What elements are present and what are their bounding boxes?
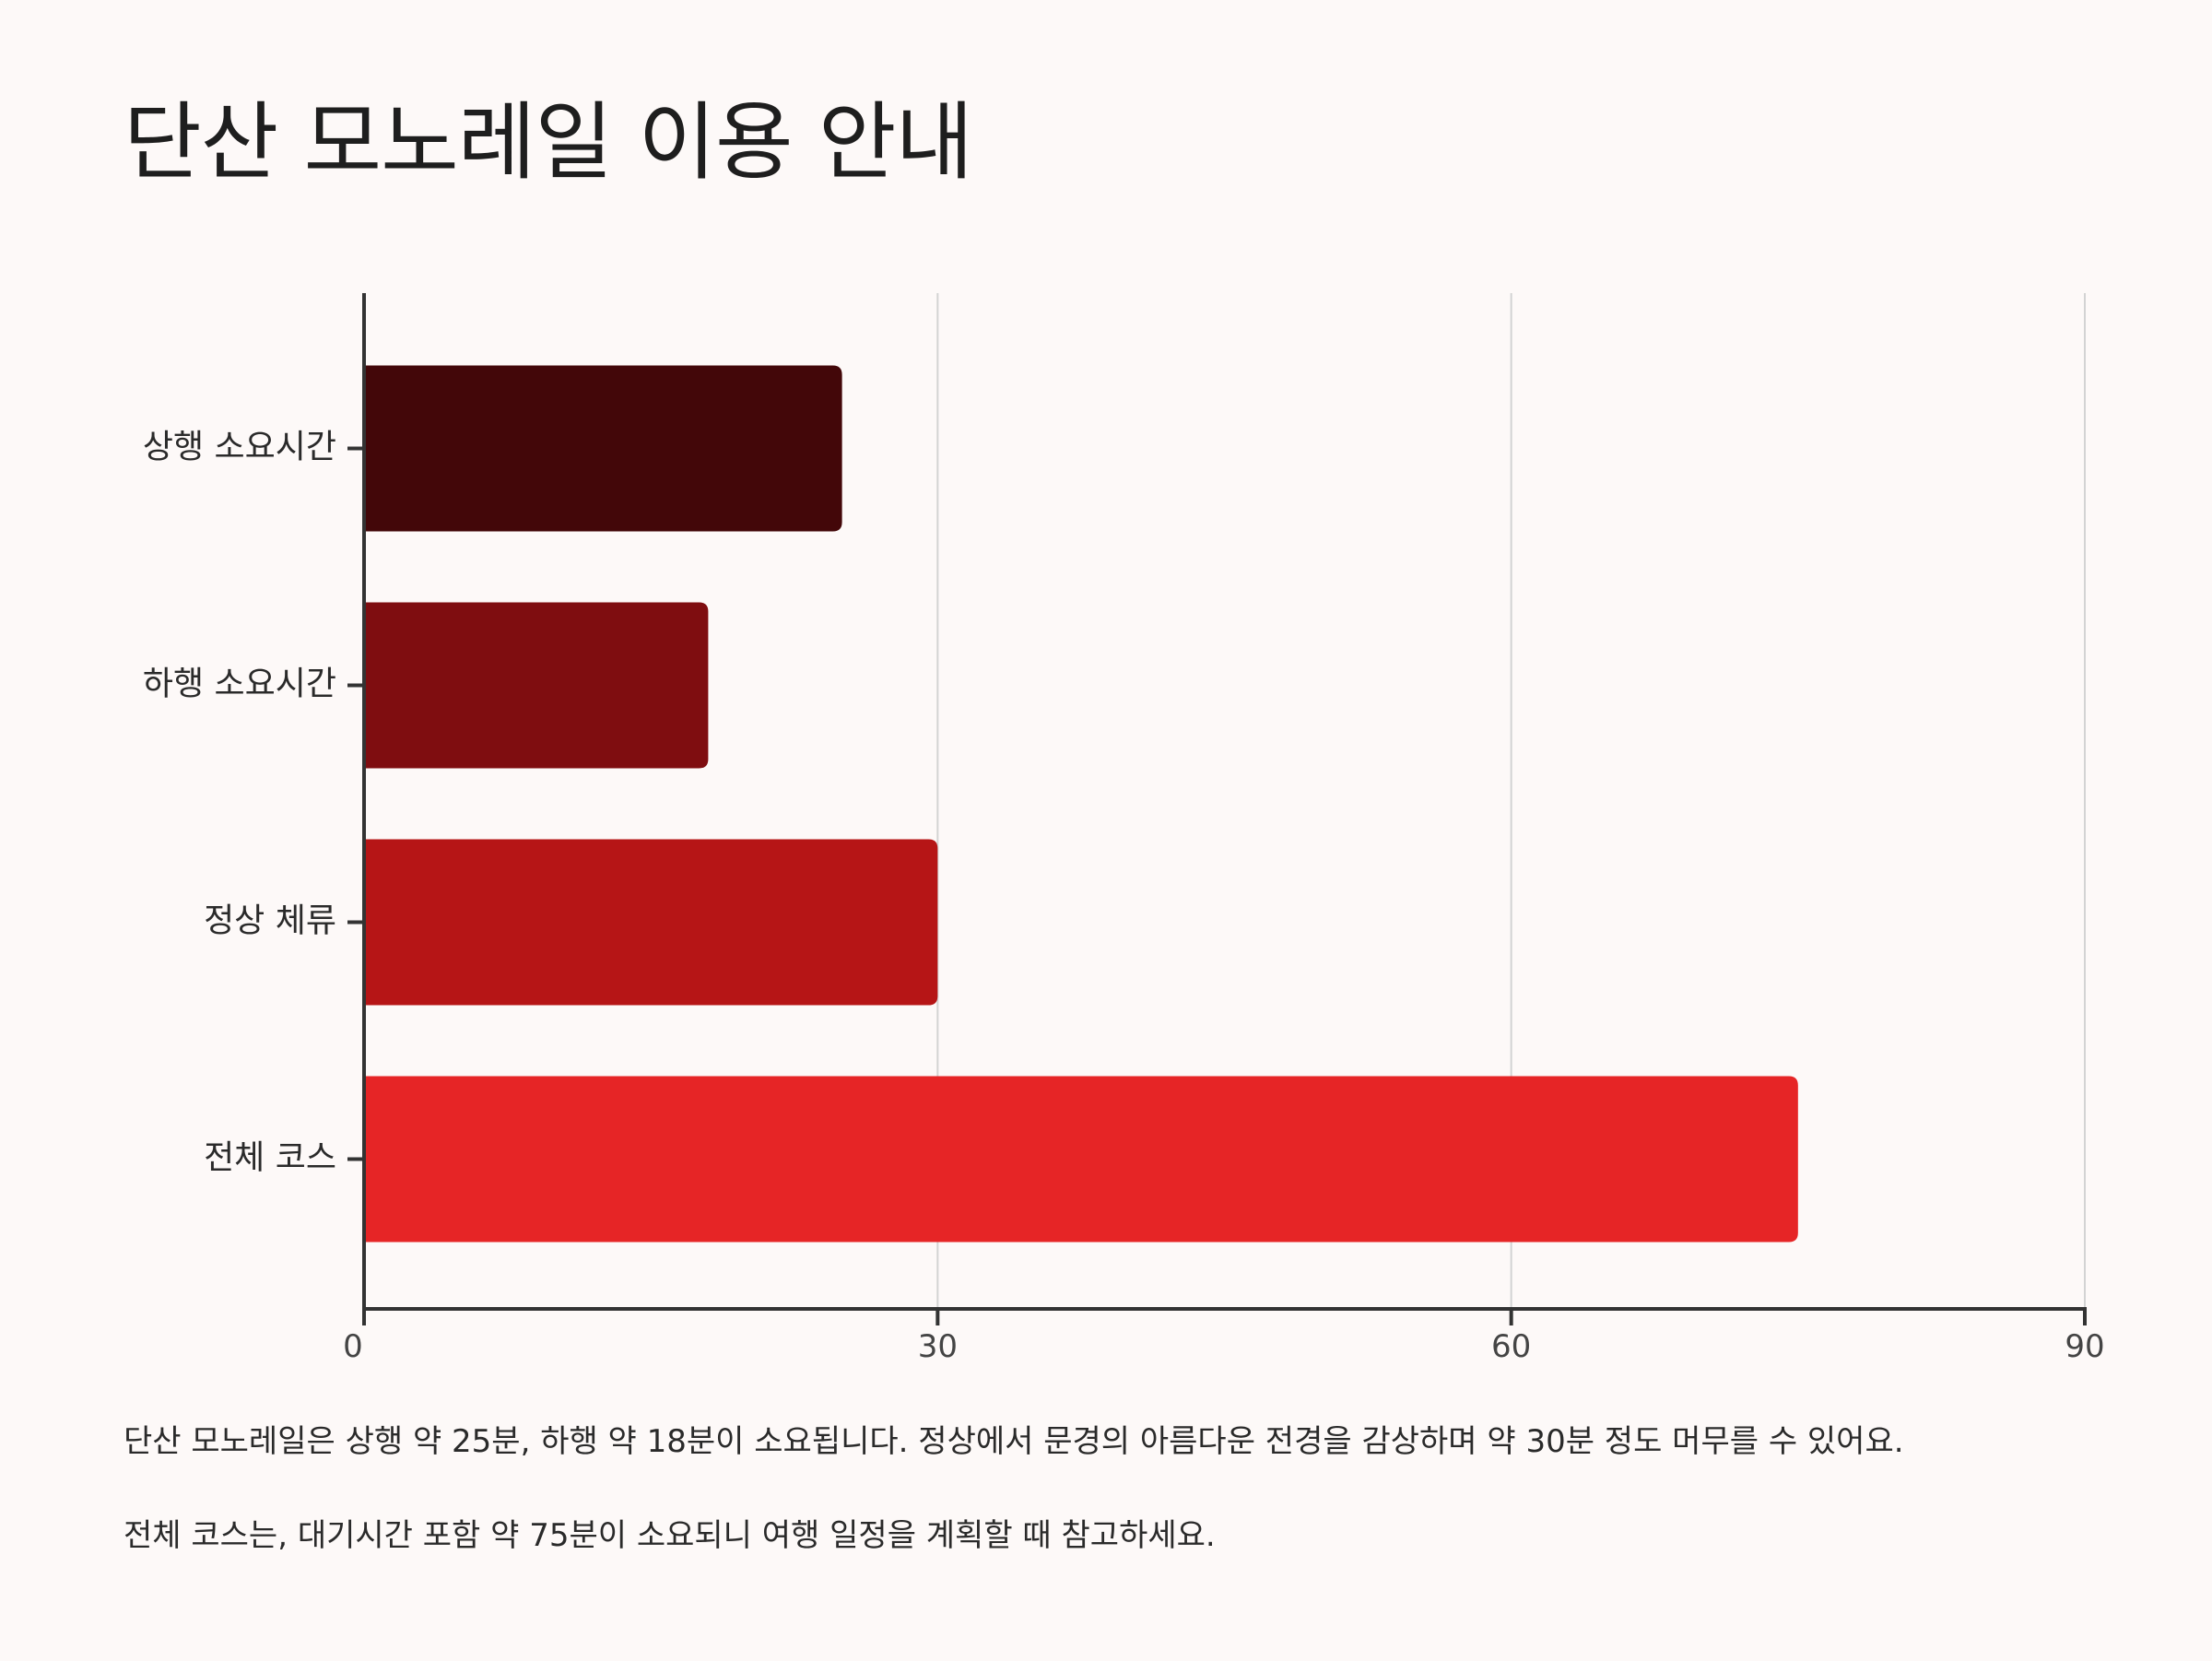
x-tick-label-90: 90	[2065, 1328, 2104, 1365]
bar-3	[364, 839, 938, 1006]
axis-layer	[347, 293, 2087, 1325]
category-label-2: 하행 소요시간	[143, 666, 336, 703]
x-tick-label-0: 0	[343, 1328, 363, 1365]
category-label-3: 정상 체류	[204, 902, 336, 940]
bar-4	[364, 1076, 1798, 1243]
x-tick-label-30: 30	[918, 1328, 958, 1365]
note-total-course: 전체 코스는, 대기시간 포함 약 75분이 소요되니 여행 일정을 계획할 때…	[124, 1517, 1216, 1554]
note-duration: 단산 모노레일은 상행 약 25분, 하행 약 18분이 소요됩니다. 정상에서…	[124, 1423, 1904, 1460]
category-label-4: 전체 코스	[204, 1139, 336, 1177]
bar-2	[364, 602, 709, 769]
x-tick-label-60: 60	[1491, 1328, 1531, 1365]
bar-1	[364, 365, 842, 532]
chart-title: 단산 모노레일 이용 안내	[124, 93, 973, 192]
category-label-1: 상행 소요시간	[143, 429, 336, 466]
bar-layer	[364, 365, 1798, 1243]
